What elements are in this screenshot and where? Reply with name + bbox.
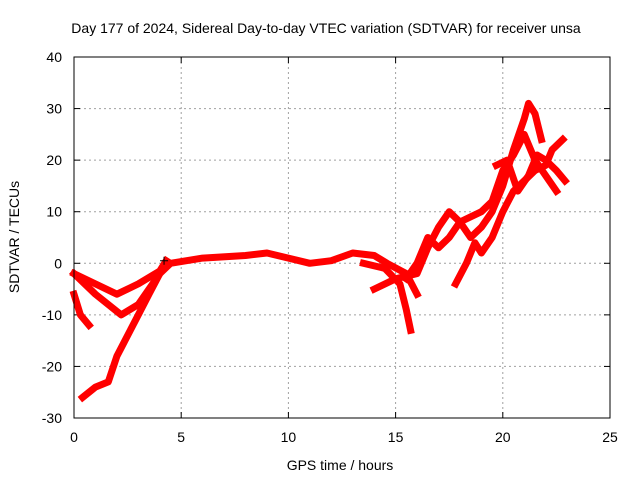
x-tick-label: 5 [177,429,185,445]
plot-frame [73,56,611,419]
y-tick-label: 40 [46,49,62,65]
series-arc-e [359,259,415,335]
series-arc-i [491,151,570,195]
y-tick-label: 30 [46,101,62,117]
x-tick-label: 20 [495,429,511,445]
y-tick-label: 10 [46,204,62,220]
y-tick-label: -10 [42,307,62,323]
y-tick-label: 0 [54,255,62,271]
y-axis-label: SDTVAR / TECUs [6,181,22,293]
x-tick-label: 0 [70,429,78,445]
series-group [69,99,570,403]
series-arc-f [369,99,546,294]
y-tick-label: -20 [42,358,62,374]
x-axis-label: GPS time / hours [287,457,394,473]
x-tick-label: 10 [281,429,297,445]
y-tick-label: -30 [42,410,62,426]
y-tick-label: 20 [46,152,62,168]
point-marker [160,256,169,265]
chart-title: Day 177 of 2024, Sidereal Day-to-day VTE… [71,20,581,36]
series-arc-d [77,249,422,403]
series-arc-c [69,289,94,331]
x-tick-label: 15 [388,429,404,445]
x-tick-label: 25 [602,429,618,445]
grid [74,57,610,418]
